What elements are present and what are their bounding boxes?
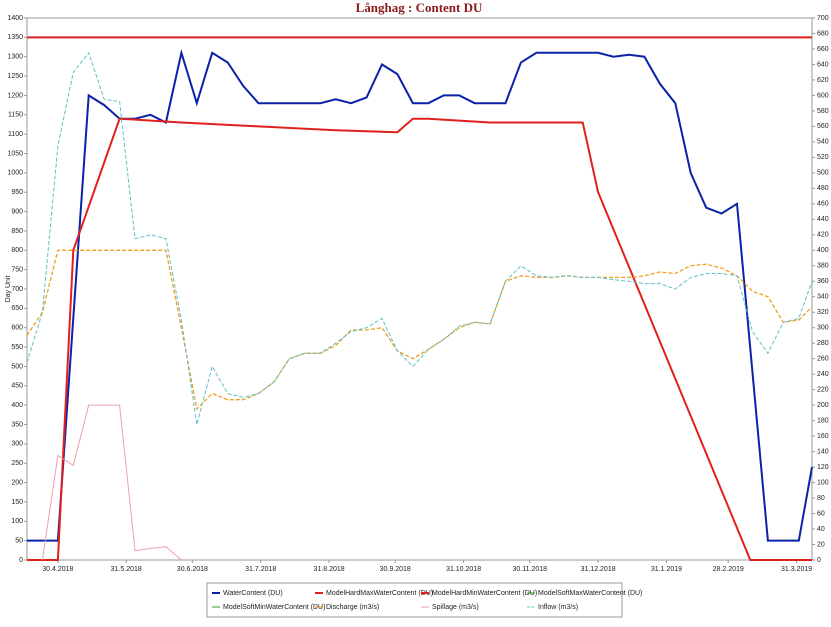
x-tick-label: 30.11.2018 bbox=[512, 566, 547, 573]
y2-tick-label: 620 bbox=[817, 77, 829, 84]
legend-label: ModelHardMinWaterContent (DU) bbox=[432, 590, 537, 597]
y-tick-label: 300 bbox=[11, 441, 23, 448]
y2-tick-label: 20 bbox=[817, 541, 825, 548]
y-axis-label: Day Unit bbox=[5, 276, 12, 303]
y-tick-label: 1350 bbox=[7, 34, 23, 41]
x-tick-label: 30.9.2018 bbox=[380, 566, 411, 573]
y-tick-label: 350 bbox=[11, 421, 23, 428]
legend-label: Spillage (m3/s) bbox=[432, 604, 479, 611]
legend-label: Inflow (m3/s) bbox=[538, 604, 578, 611]
y-tick-label: 1300 bbox=[7, 54, 23, 61]
y-tick-label: 1000 bbox=[7, 170, 23, 177]
y-tick-label: 850 bbox=[11, 228, 23, 235]
y2-tick-label: 420 bbox=[817, 232, 829, 239]
y2-tick-label: 540 bbox=[817, 139, 829, 146]
y2-tick-label: 700 bbox=[817, 15, 829, 22]
y-tick-label: 250 bbox=[11, 460, 23, 467]
legend-label: ModelHardMaxWaterContent (DU) bbox=[326, 590, 433, 597]
y-tick-label: 1050 bbox=[7, 150, 23, 157]
y-tick-label: 1400 bbox=[7, 15, 23, 22]
y-tick-label: 1100 bbox=[8, 131, 23, 138]
series-line bbox=[27, 117, 812, 561]
y2-tick-label: 320 bbox=[817, 309, 829, 316]
y2-tick-label: 600 bbox=[817, 92, 829, 99]
y2-tick-label: 220 bbox=[817, 387, 829, 394]
y2-tick-label: 520 bbox=[817, 154, 829, 161]
x-tick-label: 31.10.2018 bbox=[446, 566, 481, 573]
x-tick-label: 28.2.2019 bbox=[713, 566, 744, 573]
y-tick-label: 450 bbox=[11, 383, 23, 390]
y-tick-label: 100 bbox=[11, 518, 23, 525]
y2-tick-label: 140 bbox=[817, 448, 829, 455]
y-tick-label: 550 bbox=[11, 344, 23, 351]
y-tick-label: 1150 bbox=[8, 112, 23, 119]
y2-tick-label: 160 bbox=[817, 433, 829, 440]
y2-tick-label: 120 bbox=[817, 464, 829, 471]
x-tick-label: 31.3.2019 bbox=[781, 566, 812, 573]
y2-tick-label: 200 bbox=[817, 402, 829, 409]
y2-tick-label: 580 bbox=[817, 108, 829, 115]
x-tick-label: 31.12.2018 bbox=[581, 566, 616, 573]
series-line bbox=[26, 51, 813, 425]
y2-tick-label: 40 bbox=[817, 526, 825, 533]
y2-tick-label: 300 bbox=[817, 325, 829, 332]
y-tick-label: 150 bbox=[11, 499, 23, 506]
y2-tick-label: 360 bbox=[817, 278, 829, 285]
y-tick-label: 0 bbox=[19, 557, 23, 564]
y2-tick-label: 480 bbox=[817, 185, 829, 192]
y2-tick-label: 560 bbox=[817, 123, 829, 130]
series-line bbox=[41, 404, 182, 561]
y-tick-label: 200 bbox=[11, 479, 23, 486]
y-tick-label: 800 bbox=[11, 247, 23, 254]
x-tick-label: 31.5.2018 bbox=[111, 566, 142, 573]
y2-tick-label: 180 bbox=[817, 417, 829, 424]
y2-tick-label: 460 bbox=[817, 201, 829, 208]
y-tick-label: 750 bbox=[11, 266, 23, 273]
series-line bbox=[27, 48, 813, 542]
y-tick-label: 500 bbox=[11, 363, 23, 370]
y2-tick-label: 380 bbox=[817, 263, 829, 270]
y2-tick-label: 660 bbox=[817, 46, 829, 53]
x-tick-label: 31.8.2018 bbox=[314, 566, 345, 573]
legend-box bbox=[206, 582, 623, 618]
x-tick-label: 31.1.2019 bbox=[651, 566, 682, 573]
y2-tick-label: 440 bbox=[817, 216, 829, 223]
y2-tick-label: 400 bbox=[817, 247, 829, 254]
y2-tick-label: 640 bbox=[817, 61, 829, 68]
y-tick-label: 1200 bbox=[7, 92, 23, 99]
y-tick-label: 950 bbox=[11, 189, 23, 196]
series-line bbox=[26, 249, 813, 411]
x-tick-label: 31.7.2018 bbox=[245, 566, 276, 573]
legend-label: ModelSoftMinWaterContent (DU) bbox=[223, 604, 325, 611]
legend-label: WaterContent (DU) bbox=[223, 590, 283, 597]
y2-tick-label: 340 bbox=[817, 294, 829, 301]
y2-tick-label: 80 bbox=[817, 495, 825, 502]
y2-tick-label: 260 bbox=[817, 356, 829, 363]
y-tick-label: 650 bbox=[11, 305, 23, 312]
y-tick-label: 50 bbox=[15, 537, 23, 544]
y2-tick-label: 60 bbox=[817, 510, 825, 517]
y-tick-label: 900 bbox=[11, 208, 23, 215]
chart-title: Långhag : Content DU bbox=[356, 0, 483, 15]
y-tick-label: 600 bbox=[11, 325, 23, 332]
y2-tick-label: 280 bbox=[817, 340, 829, 347]
y-tick-label: 1250 bbox=[7, 73, 23, 80]
y2-tick-label: 680 bbox=[817, 30, 829, 37]
x-tick-label: 30.4.2018 bbox=[42, 566, 73, 573]
legend-label: ModelSoftMaxWaterContent (DU) bbox=[538, 590, 642, 597]
y2-tick-label: 100 bbox=[817, 479, 829, 486]
y2-tick-label: 240 bbox=[817, 371, 829, 378]
y2-tick-label: 0 bbox=[817, 557, 821, 564]
legend-label: Discharge (m3/s) bbox=[326, 604, 379, 611]
y-tick-label: 700 bbox=[11, 286, 23, 293]
y2-tick-label: 500 bbox=[817, 170, 829, 177]
y-tick-label: 400 bbox=[11, 402, 23, 409]
x-tick-label: 30.6.2018 bbox=[177, 566, 208, 573]
